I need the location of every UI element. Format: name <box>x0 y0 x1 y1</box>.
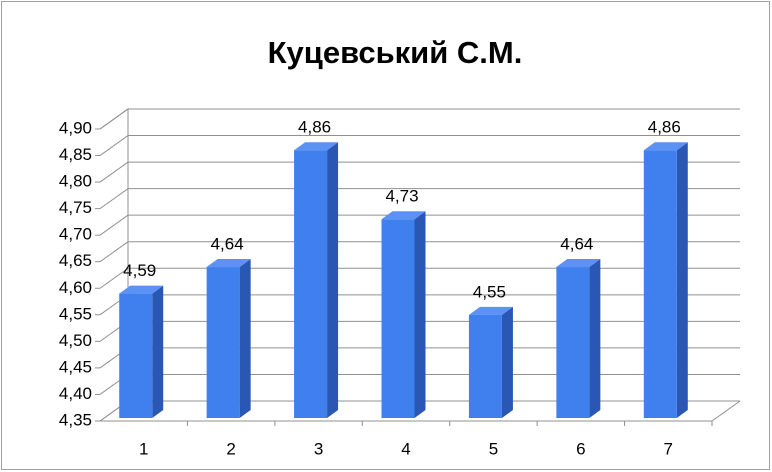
y-tick-label: 4,75 <box>59 198 92 217</box>
y-tick-label: 4,40 <box>59 384 92 403</box>
bar <box>468 314 502 418</box>
grid-line <box>99 188 740 210</box>
x-tick-label: 1 <box>139 439 148 458</box>
y-tick-label: 4,50 <box>59 331 92 350</box>
x-tick-label: 3 <box>314 439 323 458</box>
x-tick-label: 4 <box>401 439 410 458</box>
data-label: 4,59 <box>123 261 156 280</box>
grid-line <box>99 161 740 183</box>
y-tick-label: 4,70 <box>59 225 92 244</box>
bar-side <box>152 285 164 418</box>
grid-line <box>99 135 740 156</box>
bar <box>643 150 677 418</box>
bar <box>381 219 415 418</box>
x-tick-label: 6 <box>576 439 585 458</box>
grid-line <box>99 108 740 130</box>
bar-top <box>468 306 513 315</box>
y-tick-label: 4,55 <box>59 304 92 323</box>
bar-side <box>239 259 251 418</box>
y-tick-label: 4,80 <box>59 172 92 191</box>
bar-side <box>414 211 426 418</box>
y-tick-label: 4,85 <box>59 145 92 164</box>
bar-top <box>381 211 426 220</box>
grid-line <box>99 214 740 236</box>
chart-title: Куцевський С.М. <box>268 35 523 70</box>
data-label: 4,64 <box>560 235 593 254</box>
bar-side <box>501 306 513 418</box>
bar-side <box>676 142 688 418</box>
x-tick-label: 5 <box>489 439 498 458</box>
x-tick-label: 7 <box>664 439 673 458</box>
bar <box>556 267 590 418</box>
bar-side <box>327 142 339 418</box>
bar <box>294 150 328 418</box>
bar <box>119 293 153 418</box>
bar-top <box>294 142 339 151</box>
bar <box>206 267 240 418</box>
y-tick-label: 4,90 <box>59 118 92 137</box>
grid-line <box>99 241 740 263</box>
data-label: 4,73 <box>385 187 418 206</box>
y-tick-label: 4,45 <box>59 357 92 376</box>
data-label: 4,86 <box>298 118 331 137</box>
data-label: 4,55 <box>473 282 506 301</box>
bar-top <box>643 142 688 151</box>
y-tick-label: 4,65 <box>59 251 92 270</box>
bar-side <box>589 259 601 418</box>
data-label: 4,64 <box>211 235 244 254</box>
x-tick-label: 2 <box>226 439 235 458</box>
y-tick-label: 4,60 <box>59 278 92 297</box>
y-tick-label: 4,35 <box>59 410 92 429</box>
bar-top <box>556 259 601 268</box>
data-label: 4,86 <box>648 118 681 137</box>
grid-line <box>99 267 740 289</box>
bar-top <box>206 259 251 268</box>
bar-top <box>119 285 164 294</box>
